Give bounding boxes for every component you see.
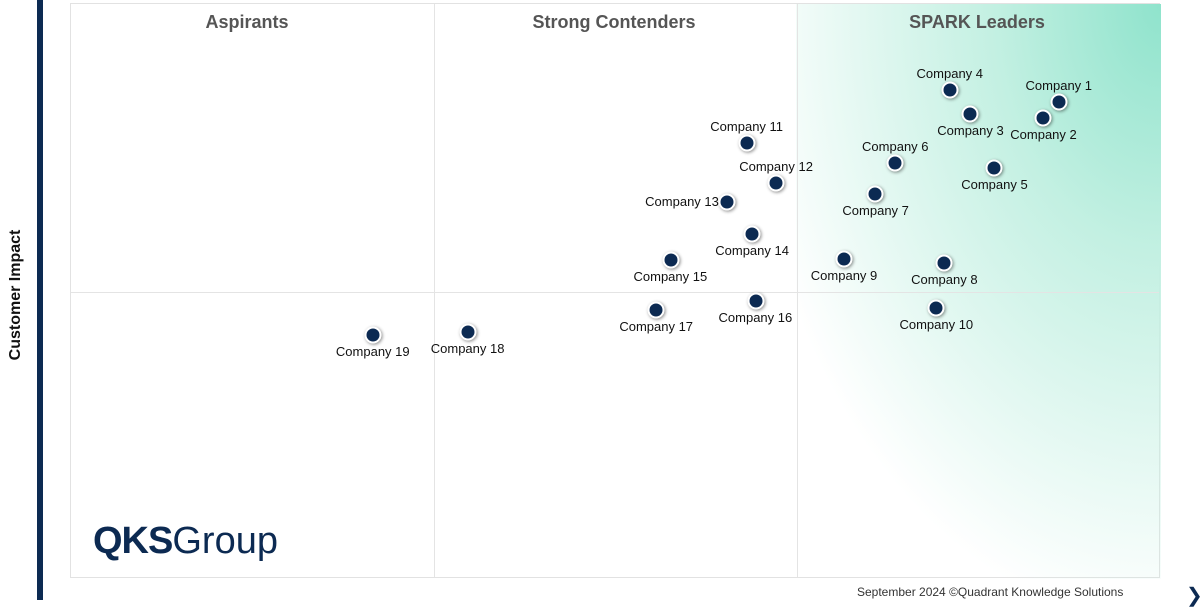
data-point [738,134,756,152]
quadrant-divider-vertical [796,4,798,577]
data-label: Company 15 [633,268,708,284]
footer-copyright: September 2024 ©Quadrant Knowledge Solut… [857,585,1124,599]
data-point [886,154,904,172]
qks-group-logo: QKSGroup [93,520,278,562]
data-point [941,81,959,99]
data-label: Company 13 [645,193,719,209]
data-point [767,174,785,192]
data-point [647,301,665,319]
data-point [747,292,765,310]
quadrant-title-aspirants: Aspirants [205,12,289,32]
data-label: Company 19 [335,344,410,360]
quadrant-divider-vertical [433,4,435,577]
data-label: Company 8 [911,271,978,287]
data-point [866,185,884,203]
data-label: Company 3 [937,122,1004,138]
data-point [743,225,761,243]
data-label: Company 2 [1010,126,1077,142]
data-point [985,159,1003,177]
data-label: Company 7 [842,202,909,218]
data-point [935,254,953,272]
data-point [927,299,945,317]
data-label: Company 14 [715,243,789,258]
quadrant-plot: Aspirants Strong Contenders SPARK Leader… [70,3,1161,579]
data-label: Company 16 [718,310,793,326]
data-label: Company 1 [1025,77,1093,93]
y-axis-line [37,0,43,600]
data-label: Company 9 [810,267,878,283]
data-label: Company 18 [430,341,505,357]
data-label: Company 4 [916,66,984,82]
data-point [1034,109,1052,127]
data-point [718,193,736,211]
data-point [835,250,853,268]
data-point [662,251,679,269]
data-point [1050,93,1068,111]
data-label: Company 5 [961,176,1028,192]
quadrant-divider-horizontal [71,291,1159,293]
data-label: Company 11 [710,119,784,135]
y-axis-label: Customer Impact [7,229,24,361]
quadrant-title-strong-contenders: Strong Contenders [532,12,696,32]
data-label: Company 17 [619,318,694,334]
data-point [364,326,382,344]
data-label: Company 12 [739,158,813,174]
data-point [459,323,477,341]
x-axis-arrow-icon: ❯ [1186,583,1200,608]
data-label: Company 10 [899,317,974,333]
quadrant-title-spark-leaders: SPARK Leaders [909,12,1045,32]
data-point [961,105,979,123]
data-label: Company 6 [862,139,929,155]
